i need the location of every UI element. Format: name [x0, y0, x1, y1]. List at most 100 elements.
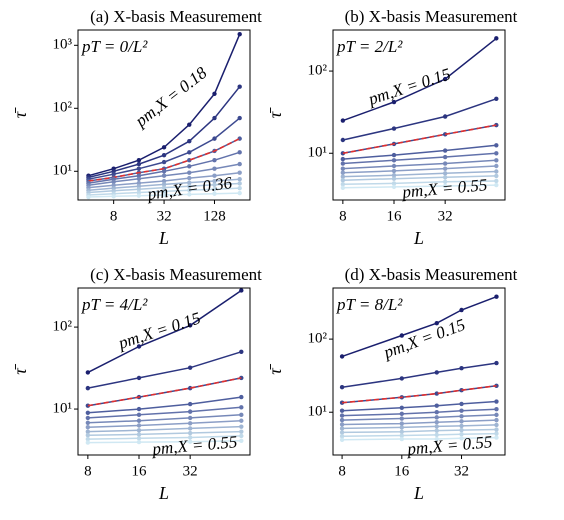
data-point — [212, 91, 217, 96]
data-point — [187, 415, 193, 421]
data-point — [136, 406, 142, 412]
data-point — [161, 153, 167, 158]
data-point — [459, 408, 464, 413]
panel: 8 16 32 10¹ 10² (c) X-basis Measurement Lτ̄ pT … — [10, 265, 262, 503]
data-point — [136, 418, 142, 423]
data-point — [237, 115, 242, 121]
series-line — [342, 428, 497, 434]
data-point — [187, 150, 192, 155]
data-point — [237, 181, 242, 186]
series-line — [87, 435, 242, 440]
series-line — [342, 170, 497, 178]
data-point — [442, 161, 448, 166]
data-point — [239, 405, 244, 410]
data-point — [494, 435, 499, 440]
y-tick-label: 10¹ — [308, 145, 328, 161]
series-line — [342, 180, 497, 185]
data-point — [212, 157, 217, 163]
data-point — [391, 173, 397, 178]
panel: 8 16 32 10¹ 10² (d) X-basis Measurement Lτ̄ pT … — [265, 265, 518, 503]
data-point — [161, 145, 167, 150]
data-point — [239, 429, 244, 434]
data-point — [136, 161, 142, 167]
data-point — [494, 417, 499, 423]
data-point — [494, 151, 499, 156]
data-point — [187, 365, 193, 370]
data-point — [459, 432, 464, 437]
data-point — [494, 360, 499, 366]
y-tick-label: 10² — [53, 100, 73, 116]
data-point — [442, 171, 448, 176]
data-point — [391, 99, 397, 105]
data-point — [85, 415, 91, 421]
fit-line — [342, 124, 497, 155]
x-axis-label: L — [158, 228, 169, 248]
data-point — [494, 143, 499, 148]
y-axis-label: τ̄ — [265, 107, 285, 118]
data-point — [212, 136, 217, 141]
x-tick-label: 8 — [338, 463, 346, 479]
data-point — [237, 185, 242, 191]
data-point — [239, 433, 244, 439]
data-point — [494, 173, 499, 179]
data-point — [85, 410, 91, 416]
data-point — [434, 436, 439, 442]
data-point — [459, 307, 464, 313]
data-point — [136, 436, 142, 441]
data-point — [391, 184, 397, 190]
x-tick-label: 32 — [183, 463, 198, 479]
data-point — [399, 429, 405, 434]
y-tick-label: 10¹ — [308, 404, 328, 420]
series-line — [87, 440, 242, 444]
x-axis-label: L — [413, 228, 424, 248]
y-tick-label: 10² — [308, 331, 328, 347]
x-tick-label: 16 — [132, 463, 148, 479]
data-point — [187, 122, 192, 127]
axes-frame — [77, 287, 251, 456]
y-tick-label: 10³ — [53, 37, 73, 53]
data-point — [459, 419, 464, 424]
annotation: pT = 2/L² — [336, 37, 403, 56]
y-tick-label: 10² — [53, 319, 73, 335]
y-axis-label: τ̄ — [10, 363, 30, 374]
data-point — [399, 333, 405, 338]
data-point — [340, 182, 346, 187]
data-point — [212, 166, 217, 171]
data-point — [494, 431, 499, 436]
data-point — [187, 435, 193, 440]
data-point — [187, 385, 193, 391]
data-point — [459, 423, 464, 429]
data-point — [494, 427, 499, 432]
series-group — [85, 288, 244, 445]
x-axis-label: L — [413, 483, 424, 503]
data-point — [212, 115, 217, 121]
data-point — [136, 423, 142, 428]
data-point — [237, 150, 242, 155]
annotation: pT = 8/L² — [336, 295, 403, 314]
data-point — [161, 189, 167, 194]
x-tick-label: 128 — [203, 208, 226, 224]
series-group — [339, 294, 499, 442]
x-tick-label: 16 — [394, 463, 410, 479]
fit-line — [87, 377, 242, 407]
data-point — [111, 179, 116, 185]
series-line — [342, 424, 497, 430]
data-point — [494, 169, 499, 174]
data-point — [239, 418, 244, 423]
series-line — [87, 414, 242, 424]
data-point — [494, 158, 499, 163]
data-point — [434, 415, 439, 420]
data-point — [399, 425, 405, 430]
data-point — [340, 166, 346, 171]
data-point — [111, 171, 116, 177]
data-point — [442, 114, 448, 119]
data-point — [494, 406, 499, 412]
panel-title: (b) X-basis Measurement — [345, 7, 518, 26]
data-point — [237, 161, 242, 167]
data-point — [442, 154, 448, 160]
data-point — [85, 429, 91, 434]
data-point — [339, 413, 345, 418]
data-point — [237, 84, 242, 89]
y-tick-label: 10¹ — [53, 163, 73, 179]
data-point — [434, 428, 439, 433]
